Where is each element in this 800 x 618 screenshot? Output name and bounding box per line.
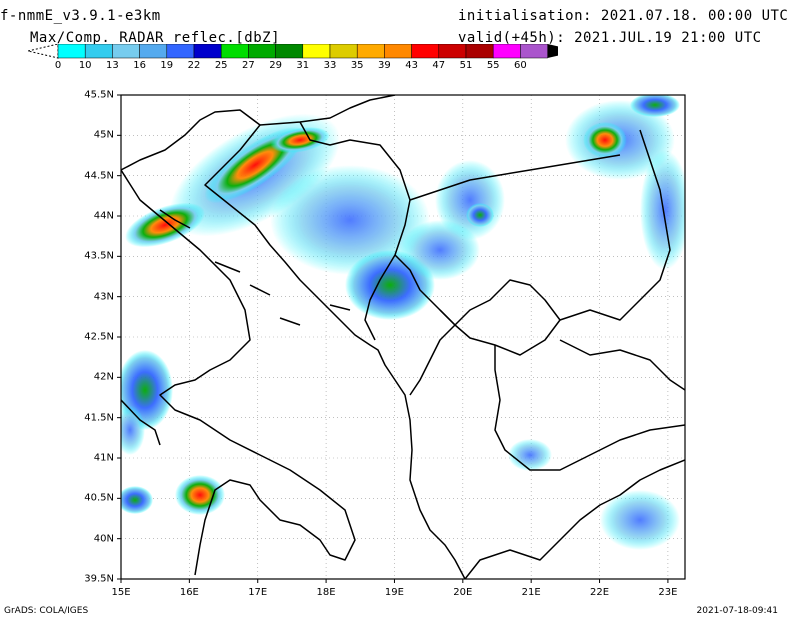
- colorbar-tick-label: 13: [106, 60, 119, 71]
- grads-credit: GrADS: COLA/IGES: [4, 606, 89, 616]
- colorbar-tick-label: 43: [405, 60, 418, 71]
- valid-time: valid(+45h): 2021.JUL.19 21:00 UTC: [458, 30, 762, 46]
- latitude-label: 43N: [93, 291, 114, 303]
- colorbar-tick-label: 31: [296, 60, 310, 71]
- colorbar-tick-label: 60: [514, 60, 527, 71]
- colorbar-tick-label: 47: [432, 60, 446, 71]
- longitude-label: 17E: [248, 587, 268, 598]
- latitude-label: 42.5N: [84, 331, 114, 343]
- colorbar-tick-label: 35: [350, 60, 364, 71]
- latitude-label: 42N: [93, 371, 114, 383]
- longitude-label: 23E: [658, 587, 678, 598]
- latitude-label: 45.5N: [84, 89, 114, 101]
- latitude-label: 44N: [93, 210, 114, 222]
- longitude-label: 20E: [453, 587, 473, 598]
- latitude-label: 39.5N: [84, 573, 114, 585]
- colorbar-tick-label: 39: [378, 60, 391, 71]
- longitude-label: 18E: [316, 587, 336, 598]
- product-title: Max/Comp. RADAR reflec.[dbZ]: [30, 30, 281, 46]
- initialisation-time: initialisation: 2021.07.18. 00:00 UTC: [458, 8, 789, 24]
- colorbar-tick-label: 0: [54, 60, 62, 71]
- longitude-label: 22E: [590, 587, 610, 598]
- latitude-label: 40N: [93, 533, 114, 545]
- model-title: f-nmmE_v3.9.1-e3km: [0, 8, 161, 24]
- longitude-label: 16E: [179, 587, 199, 598]
- colorbar-over-arrow: [547, 44, 558, 58]
- plot-timestamp: 2021-07-18-09:41: [696, 606, 779, 616]
- latitude-label: 41N: [93, 452, 114, 464]
- longitude-label: 15E: [111, 587, 131, 598]
- latitude-label: 40.5N: [84, 492, 114, 504]
- latitude-label: 45N: [93, 129, 114, 141]
- colorbar-tick-label: 22: [187, 60, 201, 71]
- latitude-label: 43.5N: [84, 250, 114, 262]
- coastlines-borders: [121, 95, 685, 579]
- colorbar-tick-label: 27: [242, 60, 255, 71]
- latitude-label: 41.5N: [84, 412, 114, 424]
- longitude-label: 21E: [521, 587, 541, 598]
- colorbar-tick-label: 10: [78, 60, 92, 71]
- colorbar-tick-label: 25: [214, 60, 228, 71]
- colorbar-tick-label: 29: [269, 60, 282, 71]
- colorbar-tick-label: 51: [459, 60, 473, 71]
- colorbar-tick-label: 19: [160, 60, 174, 71]
- colorbar-tick-label: 16: [133, 60, 146, 71]
- longitude-label: 19E: [384, 587, 404, 598]
- latitude-label: 44.5N: [84, 170, 114, 182]
- colorbar-tick-label: 33: [323, 60, 337, 71]
- colorbar-legend: [28, 44, 558, 59]
- colorbar-tick-label: 55: [486, 60, 500, 71]
- reflectivity-field: [121, 95, 685, 550]
